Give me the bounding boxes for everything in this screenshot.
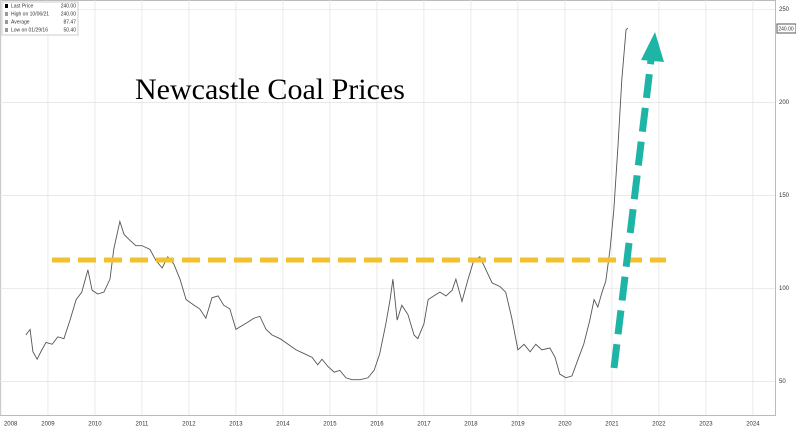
x-tick-label: 2011 [135,422,149,428]
x-tick-label: 2020 [558,422,572,428]
last-price-label: 240.00 [778,26,794,32]
trend-arrow [610,59,655,369]
y-tick-label: 150 [779,193,790,199]
legend-value: 240.00 [61,3,77,9]
x-tick-label: 2015 [323,422,337,428]
arrow-head [641,32,664,62]
x-tick-label: 2024 [746,422,760,428]
legend-label: High on 10/06/21 [11,11,49,17]
x-tick-label: 2021 [605,422,619,428]
x-tick-label: 2017 [417,422,431,428]
legend: Last Price 240.00 High on 10/06/21 240.00 Av… [5,3,76,33]
x-tick-label: 2013 [229,422,243,428]
legend-swatch [5,12,8,16]
x-tick-label: 2016 [370,422,384,428]
x-tick-label: 2018 [464,422,478,428]
legend-label: Average [11,19,30,25]
x-tick-label: 2008 [4,422,18,428]
x-tick-label: 2010 [88,422,102,428]
y-tick-label: 100 [779,286,790,292]
grid: 50 100 150 200 250 2008 2009 2010 2011 2012 2013 20… [0,0,790,428]
legend-swatch [5,4,8,8]
x-tick-label: 2022 [652,422,666,428]
y-tick-label: 200 [779,100,790,106]
x-tick-label: 2023 [699,422,713,428]
legend-label: Low on 01/29/16 [11,27,48,33]
plot-frame [0,0,776,416]
y-tick-label: 250 [779,7,790,13]
lines [25,27,629,381]
x-tick-label: 2012 [182,422,196,428]
legend-box [1,1,79,36]
legend-value: 87.47 [63,19,76,25]
legend-swatch [5,20,8,24]
x-tick-label: 2009 [41,422,55,428]
chart-title: Newcastle Coal Prices [135,73,405,106]
legend-value: 50.40 [63,27,76,33]
legend-value: 240.00 [61,11,77,17]
x-tick-label: 2014 [276,422,290,428]
y-tick-label: 50 [779,379,786,385]
legend-swatch [5,28,8,32]
legend-label: Last Price [11,3,33,9]
last-price-tag [776,23,796,34]
price-line [25,27,629,381]
x-tick-label: 2019 [511,422,525,428]
